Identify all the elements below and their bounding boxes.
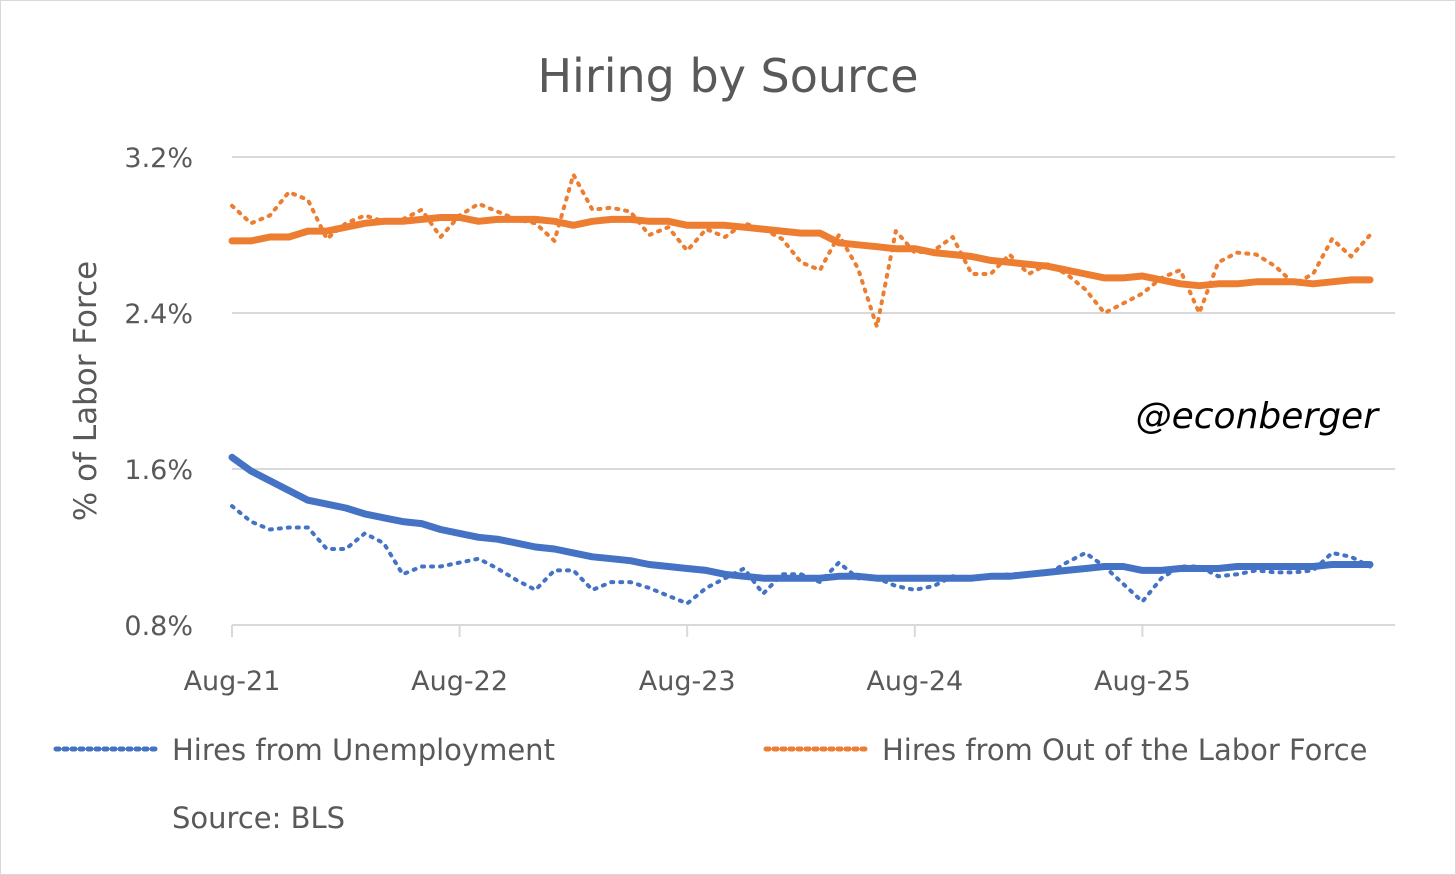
- legend-item-unemployment: Hires from Unemployment: [53, 733, 555, 767]
- y-tick-label: 3.2%: [124, 143, 193, 174]
- legend-item-out-of-labor-force: Hires from Out of the Labor Force: [763, 733, 1367, 767]
- x-tick-label: Aug-25: [1094, 666, 1191, 697]
- y-tick-label: 0.8%: [124, 611, 193, 642]
- x-axis-ticks: Aug-21 Aug-22 Aug-23 Aug-24 Aug-25: [184, 625, 1191, 697]
- legend: Hires from Unemployment Hires from Out o…: [53, 733, 1367, 767]
- series-line-4: [228, 214, 1374, 290]
- y-axis-ticks: 3.2% 2.4% 1.6% 0.8%: [124, 143, 193, 642]
- legend-label-unemployment: Hires from Unemployment: [172, 733, 555, 767]
- watermark: @econberger: [1136, 396, 1381, 437]
- x-tick-label: Aug-21: [184, 666, 281, 697]
- x-tick-label: Aug-24: [866, 666, 963, 697]
- y-axis-label: % of Labor Force: [68, 261, 104, 521]
- series-line-2: [228, 453, 1374, 582]
- y-tick-label: 1.6%: [124, 455, 193, 486]
- source-note: Source: BLS: [172, 801, 345, 835]
- gridlines: [232, 156, 1395, 470]
- y-tick-label: 2.4%: [124, 299, 193, 330]
- series-line-1: [230, 504, 1372, 606]
- x-tick-label: Aug-22: [411, 666, 508, 697]
- x-tick-label: Aug-23: [639, 666, 736, 697]
- legend-label-out-of-labor-force: Hires from Out of the Labor Force: [882, 733, 1367, 767]
- series-line-3: [230, 172, 1372, 329]
- series-lines: [228, 172, 1374, 606]
- chart-title: Hiring by Source: [537, 49, 918, 103]
